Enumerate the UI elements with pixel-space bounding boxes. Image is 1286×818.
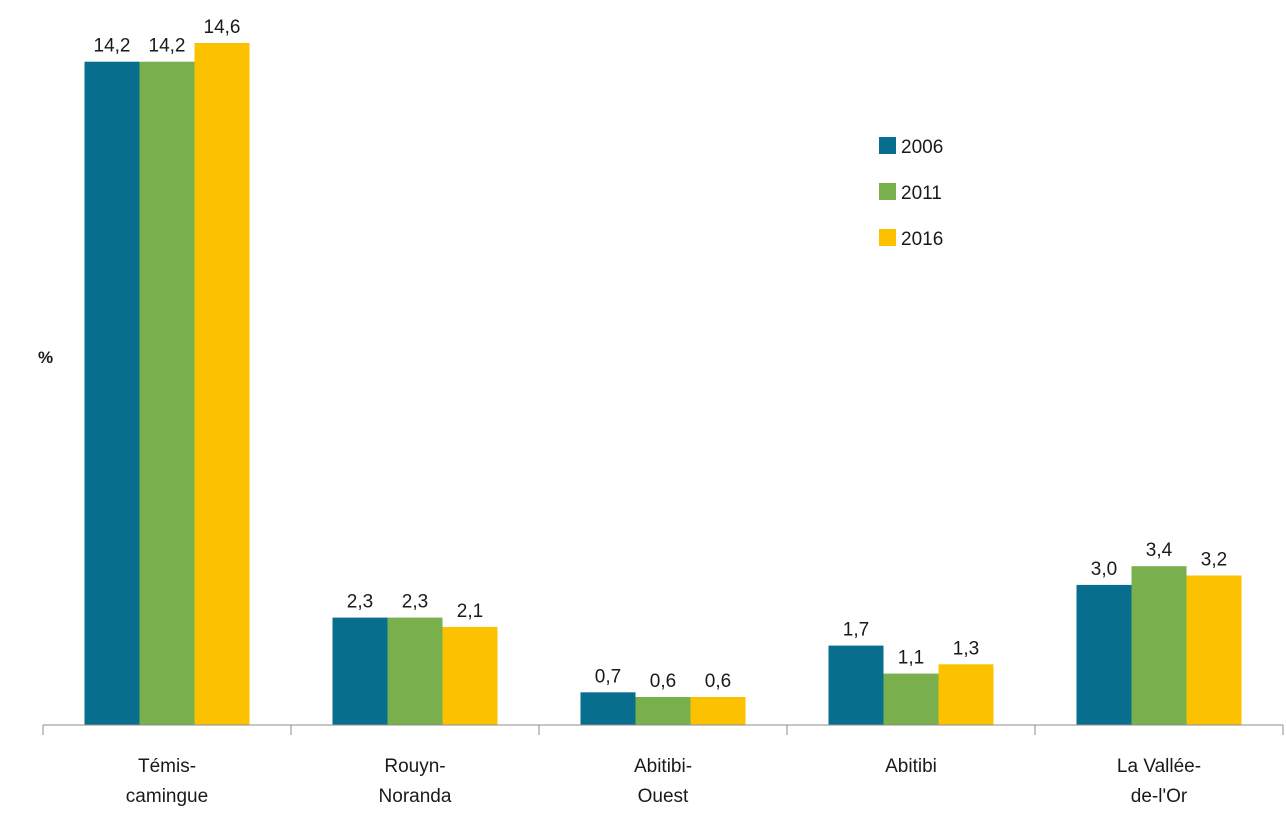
data-labels-layer: 14,2 14,2 14,6 2,3 2,3 2,1 0,7 0,6 0,6 1,7 1,1 1,3 3… bbox=[94, 17, 1228, 692]
bar-2016-3 bbox=[938, 664, 994, 725]
legend-swatch-2016 bbox=[879, 229, 896, 246]
data-label-2016-1: 2,1 bbox=[457, 601, 483, 622]
bar-2011-3 bbox=[883, 673, 939, 725]
data-label-2006-2: 0,7 bbox=[595, 666, 621, 687]
data-label-2006-3: 1,7 bbox=[843, 620, 869, 641]
data-label-2011-3: 1,1 bbox=[898, 648, 924, 669]
data-label-2016-2: 0,6 bbox=[705, 671, 731, 692]
bar-2006-1 bbox=[332, 617, 388, 725]
bar-2016-2 bbox=[690, 697, 746, 725]
data-label-2006-4: 3,0 bbox=[1091, 559, 1117, 580]
data-label-2006-1: 2,3 bbox=[347, 592, 373, 613]
legend: 2006 2011 2016 bbox=[879, 137, 943, 250]
legend-swatch-2011 bbox=[879, 183, 896, 200]
category-label-3: Abitibi bbox=[885, 756, 937, 777]
data-label-2011-1: 2,3 bbox=[402, 592, 428, 613]
bar-2006-0 bbox=[84, 61, 140, 725]
y-axis-label: % bbox=[38, 348, 54, 367]
bar-2011-1 bbox=[387, 617, 443, 725]
bar-2016-0 bbox=[194, 43, 250, 725]
data-label-2016-0: 14,6 bbox=[204, 17, 241, 38]
bar-2006-3 bbox=[828, 645, 884, 725]
data-label-2006-0: 14,2 bbox=[94, 36, 131, 57]
data-label-2016-4: 3,2 bbox=[1201, 550, 1227, 571]
legend-label-2011: 2011 bbox=[901, 183, 942, 204]
legend-label-2016: 2016 bbox=[901, 229, 943, 250]
category-label-2: Abitibi-Ouest bbox=[634, 756, 692, 807]
bar-2006-2 bbox=[580, 692, 636, 725]
bar-2011-4 bbox=[1131, 566, 1187, 725]
x-axis: Témis-camingue Rouyn-Noranda Abitibi-Ouest… bbox=[42, 724, 1284, 807]
bar-2016-4 bbox=[1186, 575, 1242, 725]
bar-2016-1 bbox=[442, 626, 498, 725]
category-label-0: Témis-camingue bbox=[126, 756, 208, 807]
bars-layer bbox=[84, 43, 1242, 725]
bar-2011-0 bbox=[139, 61, 195, 725]
legend-label-2006: 2006 bbox=[901, 137, 943, 158]
data-label-2016-3: 1,3 bbox=[953, 638, 979, 659]
bar-2011-2 bbox=[635, 697, 691, 725]
category-label-4: La Vallée-de-l'Or bbox=[1117, 756, 1201, 807]
data-label-2011-4: 3,4 bbox=[1146, 540, 1173, 561]
bar-2006-4 bbox=[1076, 584, 1132, 725]
legend-swatch-2006 bbox=[879, 137, 896, 154]
data-label-2011-2: 0,6 bbox=[650, 671, 676, 692]
data-label-2011-0: 14,2 bbox=[149, 36, 186, 57]
category-label-1: Rouyn-Noranda bbox=[379, 756, 452, 807]
